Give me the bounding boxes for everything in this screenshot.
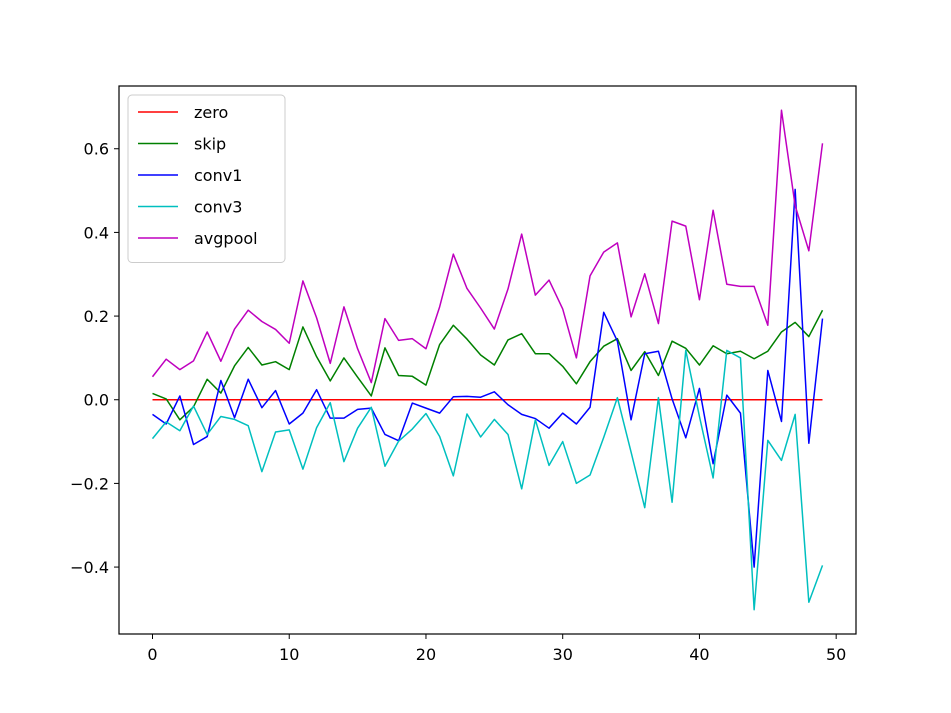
y-tick-label: −0.4 (70, 558, 109, 577)
y-tick-label: 0.6 (84, 140, 109, 159)
x-axis: 0 10 20 30 40 50 (147, 634, 846, 664)
series-layer (151, 109, 824, 611)
series-line-skip (152, 309, 824, 421)
series-line-avgpool (151, 109, 824, 384)
y-tick-label: 0.4 (84, 223, 109, 242)
x-tick-label: 0 (147, 645, 157, 664)
x-tick-label: 20 (416, 645, 436, 664)
legend-box (127, 94, 286, 263)
y-axis: −0.4 −0.2 0.0 0.2 0.4 0.6 (70, 140, 119, 577)
legend-label-zero: zero (194, 103, 228, 122)
series-line-conv1 (152, 188, 824, 568)
y-tick-label: 0.2 (84, 307, 109, 326)
y-tick-label: −0.2 (70, 474, 109, 493)
x-tick-label: 40 (689, 645, 709, 664)
legend: zero skip conv1 conv3 avgpool (127, 94, 286, 263)
x-tick-label: 10 (279, 645, 299, 664)
legend-label-avgpool: avgpool (194, 229, 258, 248)
x-tick-label: 30 (553, 645, 573, 664)
y-tick-label: 0.0 (84, 391, 109, 410)
legend-label-conv3: conv3 (194, 198, 242, 217)
plot-frame (118, 85, 857, 635)
legend-label-skip: skip (194, 135, 226, 154)
legend-label-conv1: conv1 (194, 166, 242, 185)
series-line-conv3 (151, 349, 824, 611)
x-tick-label: 50 (826, 645, 846, 664)
